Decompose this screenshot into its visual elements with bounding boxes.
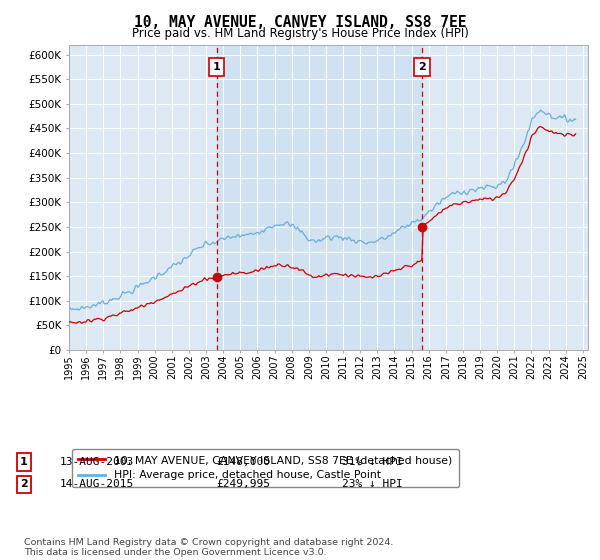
Text: £249,995: £249,995	[216, 479, 270, 489]
Text: 1: 1	[20, 457, 28, 467]
Text: 1: 1	[213, 62, 221, 72]
Text: Price paid vs. HM Land Registry's House Price Index (HPI): Price paid vs. HM Land Registry's House …	[131, 27, 469, 40]
Text: 13-AUG-2003: 13-AUG-2003	[60, 457, 134, 467]
Text: 14-AUG-2015: 14-AUG-2015	[60, 479, 134, 489]
Text: 31% ↓ HPI: 31% ↓ HPI	[342, 457, 403, 467]
Text: 10, MAY AVENUE, CANVEY ISLAND, SS8 7EE: 10, MAY AVENUE, CANVEY ISLAND, SS8 7EE	[134, 15, 466, 30]
Text: 23% ↓ HPI: 23% ↓ HPI	[342, 479, 403, 489]
Legend: 10, MAY AVENUE, CANVEY ISLAND, SS8 7EE (detached house), HPI: Average price, det: 10, MAY AVENUE, CANVEY ISLAND, SS8 7EE (…	[72, 449, 459, 487]
Text: 2: 2	[20, 479, 28, 489]
Text: Contains HM Land Registry data © Crown copyright and database right 2024.
This d: Contains HM Land Registry data © Crown c…	[24, 538, 394, 557]
Bar	[217, 45, 422, 350]
Text: £148,000: £148,000	[216, 457, 270, 467]
Text: 2: 2	[418, 62, 426, 72]
